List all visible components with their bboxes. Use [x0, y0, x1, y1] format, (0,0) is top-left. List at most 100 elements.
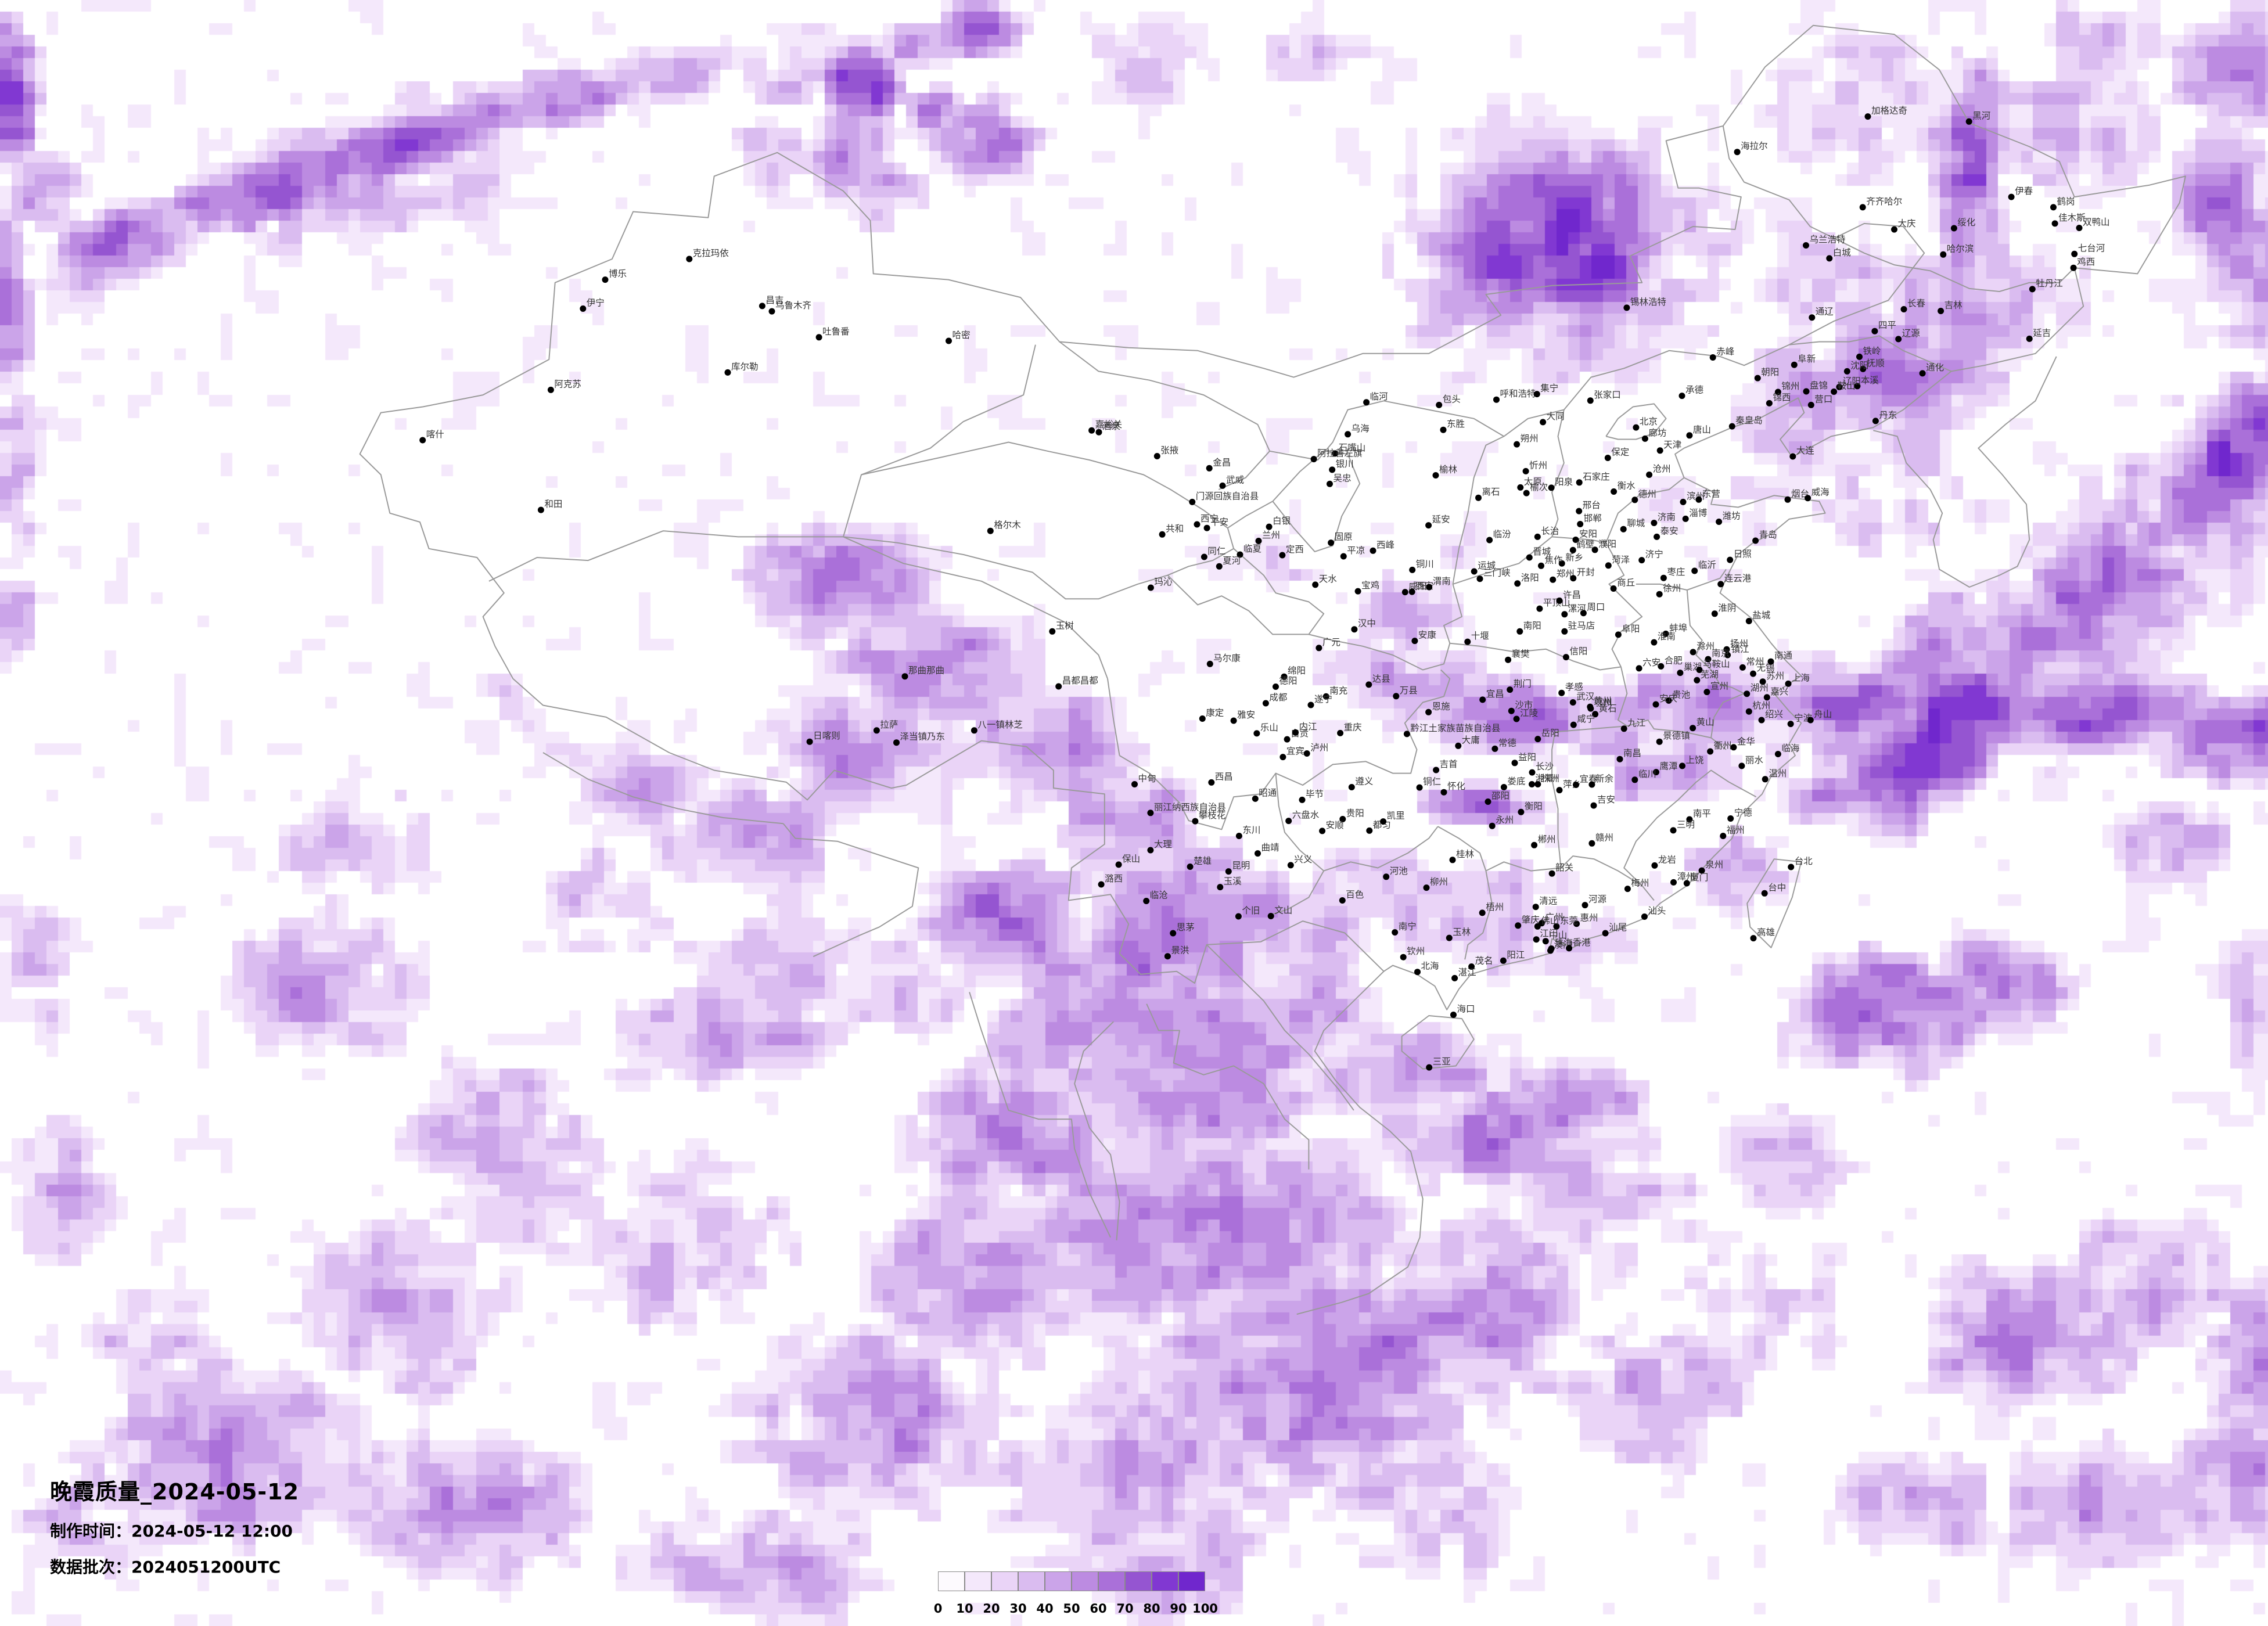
station-label: 汕尾 — [1609, 922, 1627, 933]
station-label: 廊坊 — [1648, 427, 1666, 438]
station-dot — [1807, 717, 1814, 724]
station-dot — [1523, 490, 1530, 497]
station-label: 信阳 — [1569, 646, 1587, 657]
station-dot — [1774, 751, 1781, 757]
station-dot — [1561, 611, 1568, 618]
station-dot — [1449, 857, 1456, 864]
province-boundary — [843, 441, 1235, 600]
station-dot — [1570, 721, 1577, 728]
station-label: 延吉 — [2033, 328, 2051, 338]
station-dot — [1235, 833, 1242, 839]
station-label: 武威 — [1226, 474, 1244, 485]
station-label: 恩施 — [1432, 701, 1450, 711]
station-label: 长春 — [1907, 298, 1925, 309]
station-label: 淮南 — [1658, 631, 1676, 642]
station-label: 银川 — [1336, 459, 1354, 469]
station-label: 兰州 — [1262, 530, 1280, 541]
station-dot — [1785, 680, 1792, 687]
station-dot — [1451, 974, 1458, 981]
station-dot — [2070, 264, 2077, 271]
station-dot — [1588, 781, 1595, 788]
legend-color-step — [965, 1571, 991, 1591]
legend-tick-label: 70 — [1116, 1602, 1134, 1616]
station-dot — [1734, 149, 1741, 156]
station-dot — [1724, 652, 1731, 659]
station-label: 汕头 — [1648, 906, 1666, 916]
station-label: 达县 — [1372, 674, 1390, 684]
station-label: 南阳 — [1523, 620, 1541, 631]
station-dot — [1131, 781, 1138, 787]
station-label: 南昌 — [1623, 748, 1641, 758]
station-label: 渭南 — [1433, 576, 1451, 587]
station-dot — [1558, 560, 1565, 567]
station-dot — [1791, 361, 1798, 368]
station-label: 安庆 — [1659, 693, 1677, 704]
station-label: 阜新 — [1798, 354, 1816, 364]
station-label: 毕节 — [1306, 789, 1324, 799]
station-label: 安阳 — [1579, 529, 1597, 539]
station-dot — [1187, 864, 1194, 870]
province-boundary — [1269, 870, 1325, 916]
station-dot — [759, 303, 765, 310]
station-label: 昆明 — [1232, 861, 1250, 871]
station-dot — [2008, 193, 2015, 200]
province-boundary — [1309, 584, 1462, 671]
station-label: 台北 — [1795, 856, 1813, 866]
station-dot — [1098, 881, 1105, 888]
station-label: 宝鸡 — [1361, 580, 1379, 591]
colorbar-legend: 0 10 20 30 40 50 60 70 80 90 100 — [934, 1571, 1240, 1624]
station-dot — [602, 276, 609, 283]
province-boundary — [1453, 536, 1552, 585]
station-label: 漳州 — [1677, 871, 1695, 882]
station-dot — [1153, 453, 1160, 459]
station-dot — [1738, 762, 1745, 769]
station-dot — [1683, 880, 1690, 887]
station-dot — [1533, 936, 1540, 943]
province-boundary — [1227, 501, 1273, 529]
station-dot — [1332, 450, 1339, 457]
station-label: 重庆 — [1344, 722, 1362, 732]
station-dot — [1616, 756, 1623, 762]
station-label: 湖州 — [1751, 683, 1769, 693]
station-label: 永州 — [1496, 815, 1514, 825]
station-dot — [1192, 818, 1199, 825]
station-dot — [1774, 388, 1781, 395]
station-dot — [1854, 383, 1861, 390]
station-label: 延安 — [1432, 515, 1450, 525]
station-dot — [1691, 567, 1698, 574]
station-dot — [1292, 729, 1299, 736]
station-label: 衡阳 — [1525, 801, 1543, 811]
station-label: 东胜 — [1447, 419, 1465, 429]
production-time-value: 2024-05-12 12:00 — [131, 1521, 293, 1541]
station-label: 连云港 — [1724, 573, 1752, 584]
station-dot — [537, 506, 544, 513]
station-label: 岳阳 — [1541, 728, 1559, 739]
province-boundary — [1167, 548, 1325, 635]
station-dot — [419, 437, 426, 444]
station-label: 榆次 — [1530, 482, 1548, 492]
station-dot — [806, 738, 813, 745]
station-dot — [1408, 588, 1415, 595]
station-label: 铜川 — [1416, 559, 1434, 569]
station-dot — [1219, 482, 1226, 489]
station-label: 通化 — [1926, 362, 1944, 373]
station-dot — [1315, 645, 1322, 652]
station-dot — [1562, 654, 1569, 661]
station-label: 吉安 — [1597, 794, 1615, 805]
station-dot — [1479, 696, 1486, 703]
station-label: 赣州 — [1595, 832, 1613, 843]
station-label: 张家口 — [1594, 390, 1621, 400]
station-label: 抚顺 — [1867, 358, 1885, 368]
station-dot — [1678, 393, 1685, 400]
station-label: 东莞 — [1560, 915, 1578, 926]
station-dot — [1727, 556, 1734, 563]
station-dot — [1493, 396, 1500, 403]
station-label: 镇江 — [1731, 644, 1749, 654]
station-label: 平顶山 — [1543, 598, 1570, 608]
station-label: 江门 — [1540, 929, 1558, 939]
station-dot — [1805, 495, 1811, 502]
station-label: 许昌 — [1563, 589, 1581, 600]
station-dot — [1548, 870, 1555, 877]
station-label: 桂林 — [1456, 849, 1475, 859]
station-dot — [1859, 204, 1866, 211]
